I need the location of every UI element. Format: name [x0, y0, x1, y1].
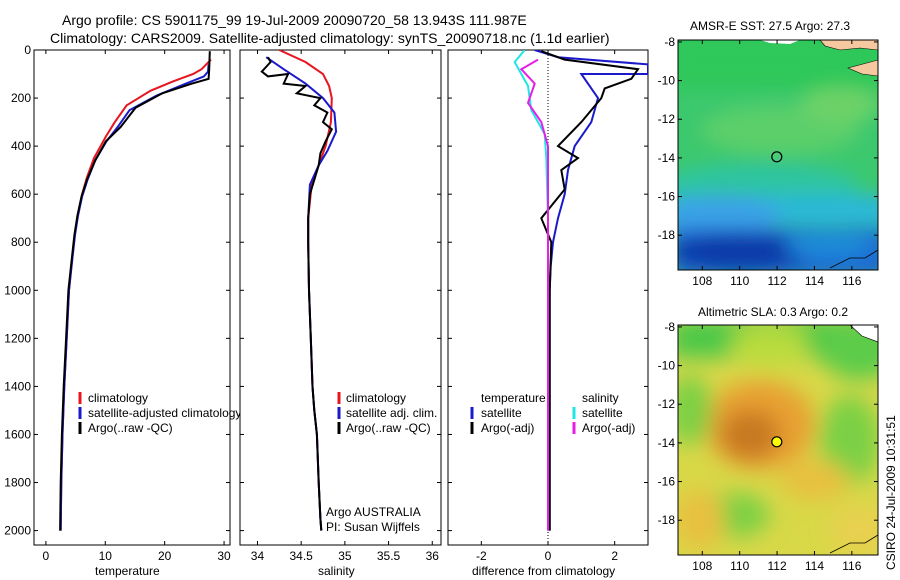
map-x-tick-label: 112 [767, 559, 786, 573]
difference-legend: temperature satellite Argo(-adj) salinit… [470, 391, 635, 435]
legend-label-argo: Argo(..raw -QC) [88, 421, 173, 435]
difference-salinity-argo-line [519, 58, 549, 531]
x-tick-label: -2 [476, 549, 487, 563]
map-y-tick-label: -8 [664, 35, 675, 49]
y-tick-label: 200 [11, 91, 31, 105]
difference-panel: -2 0 2 difference from climatology tempera… [447, 49, 649, 578]
temperature-panel: 0 200 400 600 800 1000 1200 1400 1600 1800 2000 0 1… [4, 43, 241, 578]
map-x-tick-label: 112 [767, 274, 786, 288]
salinity-panel: 34 34.5 35 35.5 36 salinity climatology sate… [239, 49, 442, 578]
sla-argo-position-marker [771, 436, 783, 448]
sla-map-title: Altimetric SLA: 0.3 Argo: 0.2 [698, 305, 848, 319]
y-tick-label: 1800 [4, 476, 31, 490]
map-y-tick-label: -12 [658, 112, 676, 126]
temperature-argo-line [59, 51, 211, 531]
sla-map-y-ticks: -8 -10 -12 -14 -16 -18 [658, 320, 878, 527]
legend-heading-temperature: temperature [481, 391, 546, 405]
map-x-tick-label: 108 [692, 274, 712, 288]
temperature-axes-frame [33, 49, 231, 546]
map-y-tick-label: -16 [658, 475, 676, 489]
difference-temperature-argo-line [540, 50, 640, 531]
map-y-tick-label: -8 [664, 320, 675, 334]
x-tick-label: 20 [158, 549, 172, 563]
salinity-axes-frame [239, 49, 442, 546]
figure-title-line1: Argo profile: CS 5901175_99 19-Jul-2009 … [62, 12, 527, 28]
legend-label-satellite: satellite-adjusted climatology [88, 406, 241, 420]
y-tick-label: 1000 [4, 283, 31, 297]
x-tick-label: 30 [217, 549, 231, 563]
float-owner-annotation: Argo AUSTRALIA [326, 505, 421, 519]
sla-map-panel: Altimetric SLA: 0.3 Argo: 0.2 -8 -10 -12 -1… [658, 305, 879, 573]
map-x-tick-label: 114 [805, 274, 824, 288]
sst-map-frame [677, 39, 879, 271]
difference-x-label: difference from climatology [472, 564, 615, 578]
map-y-tick-label: -16 [658, 190, 676, 204]
salinity-x-label: salinity [318, 564, 355, 578]
temperature-x-ticks: 0 10 20 30 [43, 50, 231, 563]
difference-x-ticks: -2 0 2 [476, 50, 618, 563]
float-pi-annotation: PI: Susan Wijffels [326, 520, 420, 534]
y-tick-label: 1400 [4, 379, 31, 393]
x-tick-label: 35 [338, 549, 352, 563]
map-x-tick-label: 116 [842, 559, 861, 573]
y-tick-label: 600 [11, 187, 31, 201]
legend-label-temp-satellite: satellite [481, 406, 522, 420]
legend-label-climatology: climatology [346, 391, 406, 405]
y-tick-label: 800 [11, 235, 31, 249]
sst-field [678, 40, 878, 270]
x-tick-label: 2 [611, 549, 618, 563]
map-y-tick-label: -14 [658, 436, 676, 450]
x-tick-label: 34.5 [289, 549, 313, 563]
y-tick-label: 0 [24, 43, 31, 57]
legend-label-temp-argo: Argo(-adj) [481, 421, 534, 435]
salinity-x-ticks: 34 34.5 35 35.5 36 [251, 50, 439, 563]
y-tick-label: 1200 [4, 331, 31, 345]
map-x-tick-label: 114 [805, 559, 824, 573]
map-y-tick-label: -18 [658, 513, 676, 527]
map-x-tick-label: 110 [730, 274, 749, 288]
sla-field [678, 325, 878, 555]
x-tick-label: 35.5 [377, 549, 401, 563]
sst-map-y-ticks: -8 -10 -12 -14 -16 -18 [658, 35, 878, 242]
map-x-tick-label: 108 [692, 559, 712, 573]
y-tick-label: 400 [11, 139, 31, 153]
legend-label-sal-satellite: satellite [582, 406, 623, 420]
map-y-tick-label: -14 [658, 151, 676, 165]
map-y-tick-label: -10 [658, 359, 676, 373]
x-tick-label: 36 [426, 549, 440, 563]
map-y-tick-label: -10 [658, 74, 676, 88]
figure-title-line2: Climatology: CARS2009. Satellite-adjuste… [50, 30, 610, 46]
sst-map-x-ticks: 108 110 112 114 116 [692, 40, 862, 288]
x-tick-label: 34 [251, 549, 265, 563]
x-tick-label: 0 [43, 549, 50, 563]
sst-map-title: AMSR-E SST: 27.5 Argo: 27.3 [690, 19, 850, 33]
y-tick-label: 2000 [4, 524, 31, 538]
temperature-y-ticks: 0 200 400 600 800 1000 1200 1400 1600 1800 2000 [4, 43, 230, 538]
sla-map-frame [677, 324, 879, 556]
legend-heading-salinity: salinity [582, 391, 619, 405]
map-y-tick-label: -12 [658, 397, 676, 411]
footer-credit: CSIRO 24-Jul-2009 10:31:51 [884, 415, 898, 570]
map-x-tick-label: 116 [842, 274, 861, 288]
sst-argo-position-marker [771, 151, 783, 163]
temperature-x-label: temperature [95, 564, 160, 578]
y-tick-label: 1600 [4, 427, 31, 441]
map-y-tick-label: -18 [658, 228, 676, 242]
temperature-legend: climatology satellite-adjusted climatolo… [78, 391, 241, 435]
legend-label-climatology: climatology [88, 391, 148, 405]
legend-label-satellite: satellite adj. clim. [346, 406, 437, 420]
map-x-tick-label: 110 [730, 559, 749, 573]
salinity-legend: climatology satellite adj. clim. Argo(..… [337, 391, 437, 435]
legend-label-sal-argo: Argo(-adj) [582, 421, 635, 435]
salinity-argo-line [260, 56, 334, 531]
salinity-y-ticks [240, 49, 441, 532]
x-tick-label: 0 [545, 549, 552, 563]
legend-label-argo: Argo(..raw -QC) [346, 421, 431, 435]
sst-map-panel: AMSR-E SST: 27.5 Argo: 27.3 -8-10-12-14-… [658, 19, 879, 288]
x-tick-label: 10 [99, 549, 113, 563]
difference-y-ticks [448, 49, 648, 532]
sla-map-x-ticks: 108 110 112 114 116 [692, 325, 862, 573]
